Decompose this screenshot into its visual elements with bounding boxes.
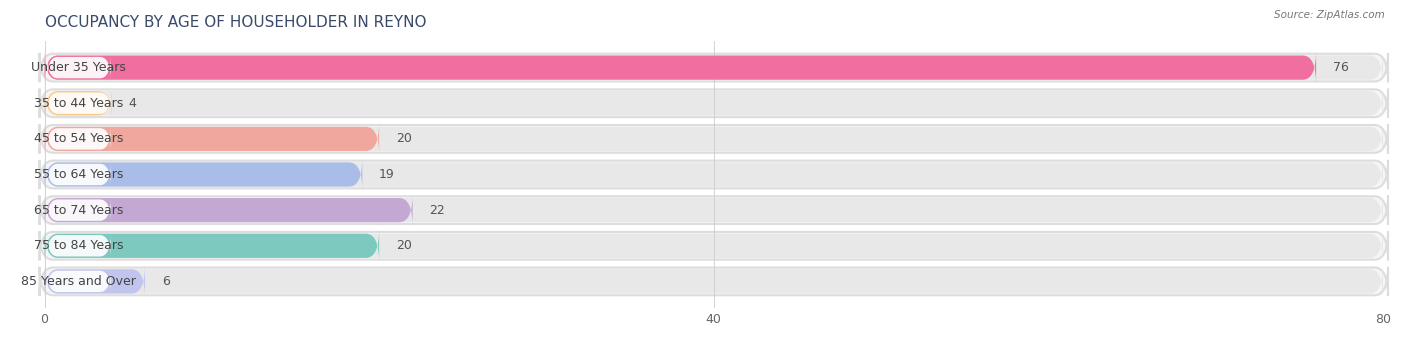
Text: 19: 19 — [380, 168, 395, 181]
FancyBboxPatch shape — [46, 56, 111, 80]
Text: 55 to 64 Years: 55 to 64 Years — [34, 168, 124, 181]
FancyBboxPatch shape — [39, 267, 1388, 296]
FancyBboxPatch shape — [45, 122, 380, 155]
Text: 35 to 44 Years: 35 to 44 Years — [34, 97, 124, 110]
Text: 6: 6 — [162, 275, 170, 288]
Text: 4: 4 — [128, 97, 136, 110]
Text: Source: ZipAtlas.com: Source: ZipAtlas.com — [1274, 10, 1385, 20]
FancyBboxPatch shape — [45, 229, 1384, 262]
FancyBboxPatch shape — [46, 127, 111, 151]
Text: 22: 22 — [429, 204, 446, 217]
FancyBboxPatch shape — [45, 87, 1384, 120]
Text: 45 to 54 Years: 45 to 54 Years — [34, 132, 124, 145]
Text: 76: 76 — [1333, 61, 1348, 74]
Text: Under 35 Years: Under 35 Years — [31, 61, 127, 74]
FancyBboxPatch shape — [45, 194, 412, 226]
FancyBboxPatch shape — [39, 124, 1388, 153]
FancyBboxPatch shape — [45, 158, 363, 191]
Text: 20: 20 — [396, 239, 412, 252]
Text: 65 to 74 Years: 65 to 74 Years — [34, 204, 124, 217]
FancyBboxPatch shape — [46, 234, 111, 258]
FancyBboxPatch shape — [39, 231, 1388, 261]
FancyBboxPatch shape — [46, 162, 111, 187]
FancyBboxPatch shape — [45, 122, 1384, 155]
FancyBboxPatch shape — [39, 89, 1388, 118]
FancyBboxPatch shape — [45, 87, 111, 120]
FancyBboxPatch shape — [46, 198, 111, 222]
FancyBboxPatch shape — [45, 51, 1316, 84]
FancyBboxPatch shape — [39, 53, 1388, 82]
Text: 20: 20 — [396, 132, 412, 145]
FancyBboxPatch shape — [45, 158, 1384, 191]
Text: 85 Years and Over: 85 Years and Over — [21, 275, 136, 288]
FancyBboxPatch shape — [39, 160, 1388, 189]
Text: 75 to 84 Years: 75 to 84 Years — [34, 239, 124, 252]
FancyBboxPatch shape — [45, 51, 1384, 84]
FancyBboxPatch shape — [46, 269, 111, 294]
FancyBboxPatch shape — [45, 265, 145, 298]
FancyBboxPatch shape — [45, 229, 380, 262]
Text: OCCUPANCY BY AGE OF HOUSEHOLDER IN REYNO: OCCUPANCY BY AGE OF HOUSEHOLDER IN REYNO — [45, 15, 426, 30]
FancyBboxPatch shape — [45, 265, 1384, 298]
FancyBboxPatch shape — [45, 194, 1384, 226]
FancyBboxPatch shape — [39, 195, 1388, 225]
FancyBboxPatch shape — [46, 91, 111, 115]
